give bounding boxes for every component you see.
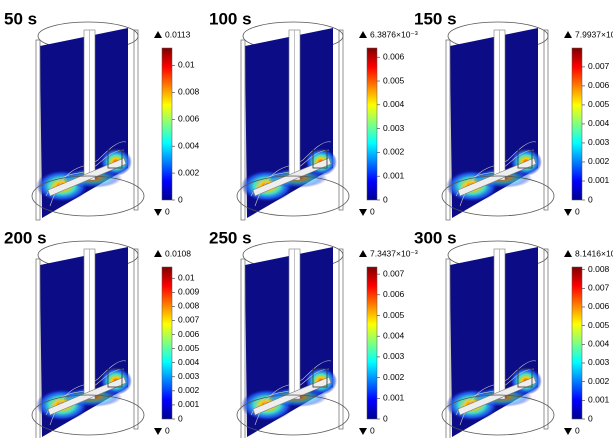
- tick-label: 0.001: [383, 393, 405, 403]
- tick-label: 0.01: [178, 273, 195, 283]
- tick-label: 0: [383, 194, 388, 204]
- max-label: 0.0108: [165, 248, 191, 258]
- tick-label: 0.002: [383, 147, 405, 157]
- vessel-render: [442, 241, 554, 438]
- tick-label: 0.008: [588, 264, 610, 274]
- max-marker: [154, 31, 162, 38]
- vessel-render: [32, 22, 144, 220]
- panel-title: 100 s: [209, 9, 252, 28]
- tick-label: 0.004: [383, 330, 405, 340]
- tick-label: 0.006: [383, 289, 405, 299]
- max-marker: [359, 250, 367, 257]
- panel: 200 s 0.01 0.009 0.008 0.007 0.006 0.005 0.004 0…: [4, 228, 200, 438]
- tick-label: 0.003: [178, 371, 200, 381]
- tick-label: 0.008: [178, 87, 200, 97]
- min-label: 0: [370, 206, 375, 216]
- tick-label: 0.005: [383, 75, 405, 85]
- tick-label: 0.007: [178, 315, 200, 325]
- tick-label: 0.004: [588, 118, 610, 128]
- tick-label: 0.004: [178, 357, 200, 367]
- tick-label: 0.001: [588, 175, 610, 185]
- vessel-render: [237, 241, 349, 438]
- colorbar: [162, 267, 172, 419]
- figure: 50 s0.010.0080.0060.0040.00200.01130100 …: [0, 0, 613, 438]
- vessel-render: [442, 22, 554, 220]
- panel: 300 s 0.008 0.007 0.006 0.005 0.004 0.003 0.002…: [414, 228, 613, 438]
- tick-label: 0.008: [178, 301, 200, 311]
- tick-label: 0.01: [178, 60, 195, 70]
- tick-label: 0: [383, 413, 388, 423]
- tick-label: 0: [588, 413, 593, 423]
- max-label: 7.9937×10⁻³: [575, 29, 613, 39]
- min-label: 0: [370, 425, 375, 435]
- panel-title: 50 s: [4, 9, 37, 28]
- colorbar: [162, 48, 172, 200]
- tick-label: 0: [178, 413, 183, 423]
- tick-label: 0.002: [588, 156, 610, 166]
- max-label: 8.1416×10⁻³: [575, 248, 613, 258]
- tick-label: 0.003: [588, 357, 610, 367]
- vessel-render: [237, 22, 349, 220]
- min-marker: [154, 209, 162, 216]
- tick-label: 0.006: [588, 80, 610, 90]
- max-marker: [154, 250, 162, 257]
- tick-label: 0.001: [383, 170, 405, 180]
- tick-label: 0.005: [588, 320, 610, 330]
- tick-label: 0.007: [588, 61, 610, 71]
- tick-label: 0.002: [383, 372, 405, 382]
- tick-label: 0.009: [178, 287, 200, 297]
- min-marker: [564, 209, 572, 216]
- max-label: 0.0113: [165, 29, 191, 39]
- tick-label: 0.006: [178, 114, 200, 124]
- tick-label: 0.005: [588, 99, 610, 109]
- tick-label: 0.002: [588, 376, 610, 386]
- colorbar: [367, 48, 377, 200]
- tick-label: 0.007: [383, 268, 405, 278]
- tick-label: 0.006: [588, 301, 610, 311]
- vessel-render: [32, 241, 144, 438]
- tick-label: 0.003: [383, 123, 405, 133]
- panel: 250 s 0.007 0.006 0.005 0.004 0.003 0.002 0.001…: [209, 228, 418, 438]
- min-label: 0: [575, 206, 580, 216]
- panel-title: 200 s: [4, 228, 47, 247]
- min-label: 0: [165, 206, 170, 216]
- tick-label: 0.006: [178, 329, 200, 339]
- max-marker: [564, 31, 572, 38]
- tick-label: 0.007: [588, 283, 610, 293]
- tick-label: 0.002: [178, 385, 200, 395]
- tick-label: 0: [588, 194, 593, 204]
- colorbar: [367, 267, 377, 419]
- tick-label: 0.005: [383, 310, 405, 320]
- max-marker: [564, 250, 572, 257]
- tick-label: 0.006: [383, 51, 405, 61]
- tick-label: 0.001: [588, 395, 610, 405]
- tick-label: 0.004: [178, 140, 200, 150]
- min-label: 0: [575, 425, 580, 435]
- panel: 100 s 0.006 0.005 0.004 0.003 0.002 0.001 0 6.38…: [209, 9, 418, 220]
- panel-title: 250 s: [209, 228, 252, 247]
- tick-label: 0.002: [178, 167, 200, 177]
- colorbar: [572, 267, 582, 419]
- tick-label: 0: [178, 194, 183, 204]
- panel-title: 300 s: [414, 228, 457, 247]
- tick-label: 0.004: [383, 99, 405, 109]
- min-marker: [564, 428, 572, 435]
- max-marker: [359, 31, 367, 38]
- panel: 150 s 0.007 0.006 0.005 0.004 0.003 0.002 0.001…: [414, 9, 613, 220]
- max-label: 7.3437×10⁻³: [370, 248, 418, 258]
- panel: 50 s 0.01 0.008 0.006 0.004 0.002 0 0.0113 0: [4, 9, 200, 220]
- max-label: 6.3876×10⁻³: [370, 29, 418, 39]
- min-marker: [359, 209, 367, 216]
- min-marker: [359, 428, 367, 435]
- min-label: 0: [165, 425, 170, 435]
- tick-label: 0.005: [178, 343, 200, 353]
- tick-label: 0.004: [588, 339, 610, 349]
- tick-label: 0.001: [178, 399, 200, 409]
- colorbar: [572, 48, 582, 200]
- min-marker: [154, 428, 162, 435]
- panel-title: 150 s: [414, 9, 457, 28]
- tick-label: 0.003: [588, 137, 610, 147]
- tick-label: 0.003: [383, 351, 405, 361]
